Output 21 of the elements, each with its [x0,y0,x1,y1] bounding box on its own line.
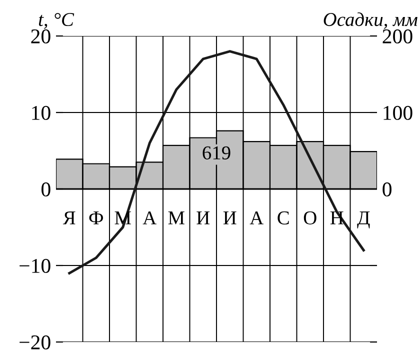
x-tick-label: Д [357,212,370,228]
y-tick-label: 0 [42,182,50,196]
x-tick-label: А [250,211,264,224]
x-tick-label: М [168,212,184,224]
x-tick-label: И [223,212,236,224]
x-tick-label: И [196,212,210,224]
x-tick-label: Ф [89,212,104,224]
x-tick-label: А [142,211,157,224]
y2-tick-label: 200 [382,29,412,44]
y2-tick-label: 100 [384,106,412,120]
y2-tick-label: 0 [382,182,392,196]
x-tick-label: С [278,211,289,224]
y-tick-label: −20 [20,335,50,350]
y-tick-label: −10 [20,258,50,273]
annotation: 619 [202,146,230,160]
y-tick-label: 20 [31,29,50,44]
y2-axis-title: Осадки, мм [324,12,418,29]
y-tick-label: 10 [32,106,50,120]
y-axis-title: t, °C [38,12,74,29]
x-tick-label: О [304,211,316,224]
x-tick-label: Я [62,212,76,224]
